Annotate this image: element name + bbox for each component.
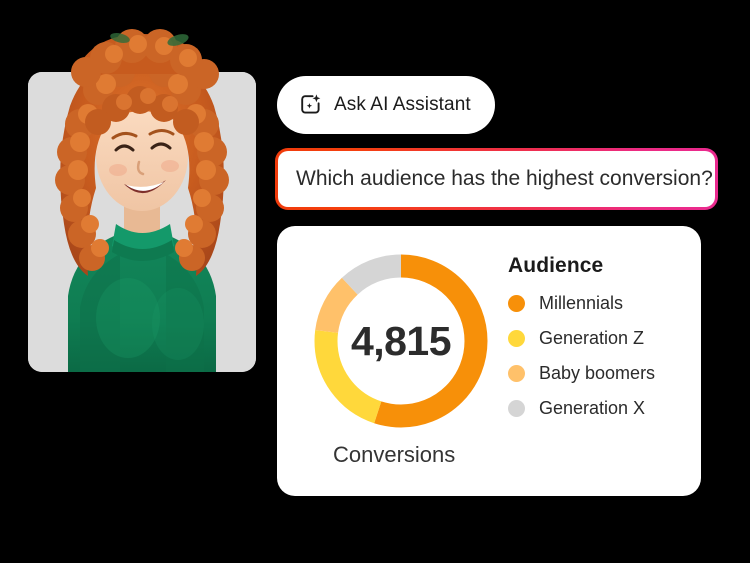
- legend-item-generation-z[interactable]: Generation Z: [508, 327, 693, 349]
- legend-item-baby-boomers[interactable]: Baby boomers: [508, 362, 693, 384]
- donut-segment-generation-z[interactable]: [314, 254, 488, 428]
- prompt-input-border: Which audience has the highest conversio…: [275, 148, 718, 210]
- legend-color-dot-generation-z: [508, 329, 525, 347]
- donut-chart-svg: [314, 254, 488, 428]
- legend-label-generation-x: Generation X: [539, 397, 646, 418]
- donut-chart: 4,815: [308, 248, 494, 434]
- legend-label-generation-z: Generation Z: [539, 327, 645, 348]
- audience-conversions-card: 4,815 Conversions Audience Millennials G…: [277, 226, 701, 496]
- legend-label-millennials: Millennials: [539, 292, 624, 313]
- legend-item-millennials[interactable]: Millennials: [508, 292, 693, 314]
- legend-label-baby-boomers: Baby boomers: [539, 362, 656, 383]
- legend-color-dot-generation-x: [508, 399, 525, 417]
- prompt-input[interactable]: Which audience has the highest conversio…: [278, 151, 715, 207]
- donut-center-value-wrap: 4,815: [308, 248, 494, 434]
- ask-ai-assistant-label: Ask AI Assistant: [334, 94, 471, 115]
- legend-title: Audience: [508, 254, 604, 277]
- donut-center-value: 4,815: [350, 317, 452, 364]
- legend-item-generation-x[interactable]: Generation X: [508, 397, 693, 419]
- donut-segment-generation-x[interactable]: [314, 254, 488, 428]
- ai-sparkle-icon: [301, 94, 321, 114]
- chart-legend: Audience Millennials Generation Z Baby b…: [508, 254, 693, 432]
- legend-color-dot-baby-boomers: [508, 364, 525, 382]
- person-photo: [28, 28, 256, 372]
- legend-color-dot-millennials: [508, 294, 525, 312]
- chart-caption: Conversions: [333, 442, 456, 467]
- ask-ai-assistant-button[interactable]: Ask AI Assistant: [277, 76, 495, 134]
- donut-segments: [314, 254, 488, 428]
- prompt-input-value: Which audience has the highest conversio…: [296, 167, 713, 190]
- person-illustration: [28, 29, 256, 372]
